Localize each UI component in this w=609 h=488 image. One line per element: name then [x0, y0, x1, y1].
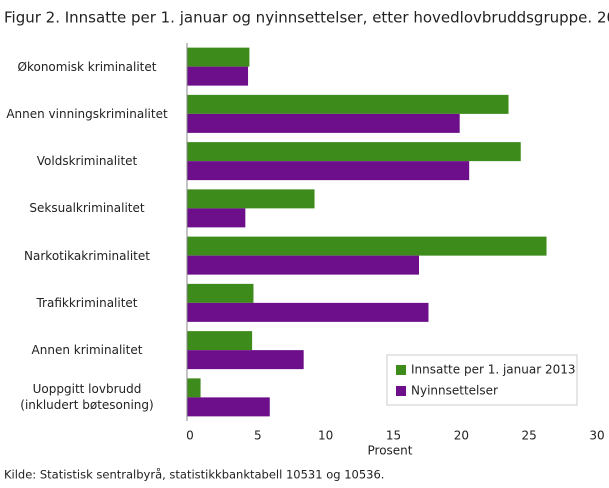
bar [187, 378, 201, 398]
y-tick-label: Annen kriminalitet [31, 343, 143, 358]
bar [187, 161, 470, 181]
bar [187, 331, 253, 351]
y-tick-label: Uoppgitt lovbrudd (inkludert bøtesoning) [20, 382, 154, 413]
bar [187, 302, 429, 322]
y-tick-label: Narkotikakriminalitet [24, 248, 150, 263]
bar [187, 208, 246, 228]
y-tick-label: Økonomisk kriminalitet [17, 59, 157, 74]
bar [187, 350, 304, 370]
bar [187, 113, 460, 133]
bar [187, 283, 254, 303]
y-tick-label: Voldskriminalitet [36, 154, 138, 169]
x-tick-label: 15 [386, 429, 401, 443]
x-tick-label: 25 [522, 429, 537, 443]
x-axis-label: Prosent [368, 444, 413, 458]
x-tick-label: 20 [454, 429, 469, 443]
legend-box [386, 354, 578, 406]
bar [187, 142, 521, 162]
x-tick-label: 30 [589, 429, 604, 443]
legend-swatch [396, 386, 406, 396]
legend-label: Innsatte per 1. januar 2013 [411, 363, 576, 377]
y-tick-label: Trafikkriminalitet [36, 295, 138, 310]
chart-title: Figur 2. Innsatte per 1. januar og nyinn… [4, 9, 609, 27]
bar [187, 397, 270, 417]
x-tick-label: 10 [318, 429, 333, 443]
bar [187, 94, 509, 114]
bar [187, 47, 250, 67]
bar [187, 189, 315, 209]
bar [187, 255, 419, 275]
bar [187, 66, 249, 86]
legend-label: Nyinnsettelser [411, 384, 498, 398]
x-tick-label: 5 [254, 429, 262, 443]
source: Kilde: Statistisk sentralbyrå, statistik… [4, 468, 384, 482]
y-tick-label: Annen vinningskriminalitet [6, 106, 168, 121]
y-tick-label: Seksualkriminalitet [29, 201, 145, 216]
bar [187, 236, 547, 256]
x-tick-label: 0 [186, 429, 194, 443]
legend-swatch [396, 365, 406, 375]
